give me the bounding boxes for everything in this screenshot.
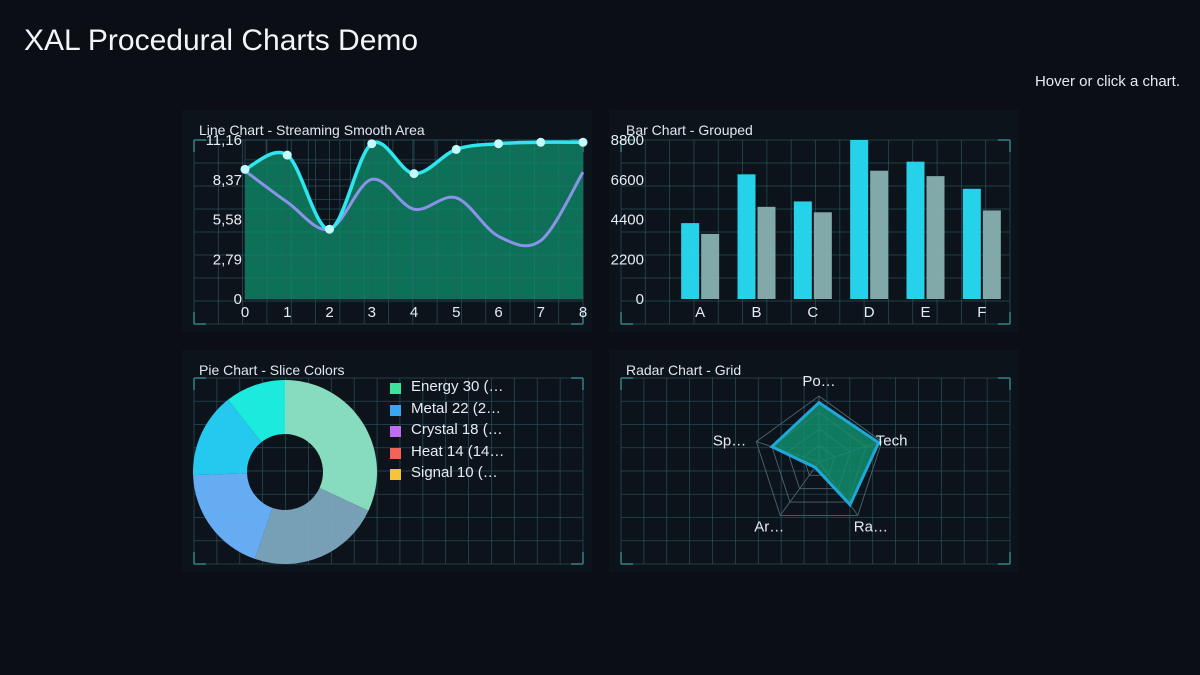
y-tick-label: 8,37 [213,172,242,189]
pie-chart-svg [193,377,584,565]
x-tick-label: 8 [579,304,587,321]
x-tick-label: B [751,304,761,321]
x-tick-label: 5 [452,304,460,321]
x-tick-label: 0 [241,304,249,321]
hint-text: Hover or click a chart. [1034,73,1180,90]
bar-c-series-1 [793,201,812,299]
pie-slice-heat [193,399,262,476]
x-tick-label: D [864,304,875,321]
series-1-point [494,139,503,149]
x-tick-label: E [920,304,930,321]
y-tick-label: 5,58 [213,212,242,229]
bar-a-series-2 [701,233,720,299]
y-tick-label: 2200 [611,251,644,268]
bar-c-series-2 [813,212,832,299]
radar-chart-title: Radar Chart - Grid [626,362,742,378]
legend-label-signal: Signal 10 (… [411,464,498,481]
pie-chart-title: Pie Chart - Slice Colors [199,362,345,378]
radar-grid-ring [755,395,883,516]
legend-label-metal: Metal 22 (2… [411,399,502,417]
x-tick-label: F [977,304,986,321]
bar-d-series-1 [850,140,869,299]
x-tick-label: 6 [494,304,502,321]
radar-axis-label: Ra… [854,518,888,535]
y-tick-label: 4400 [611,212,644,229]
pie-slice-metal [254,487,369,564]
bar-f-series-2 [982,210,1001,299]
x-tick-label: C [807,304,818,321]
bar-chart-svg: A B C D E F 0 2200 4400 6600 8800 [611,132,1011,325]
line-chart-title: Line Chart - Streaming Smooth Area [199,122,425,138]
bar-chart-title: Bar Chart - Grouped [626,122,753,138]
page-title: XAL Procedural Charts Demo [24,24,419,57]
series-1-point [536,137,546,147]
radar-series-shape [769,400,881,508]
x-tick-label: 2 [325,304,333,321]
bar-chart-panel[interactable]: A B C D E F 0 2200 4400 6600 8800 Bar Chart - Grou… [609,110,1019,332]
series-1-point [240,164,250,174]
legend-swatch-energy [390,383,401,394]
radar-chart-svg: Po… Tech Ra… Ar… Sp… [620,373,1011,565]
series-1-point [325,224,334,234]
pie-slice-crystal [193,473,273,559]
series-1-line [244,140,584,231]
legend-swatch-metal [390,404,401,416]
bar-d-series-2 [870,170,889,299]
y-tick-label: 0 [636,291,644,308]
radar-axis-label: Po… [802,373,835,390]
bar-b-series-2 [757,206,776,299]
bar-a-series-1 [681,223,700,299]
pie-slice-signal [227,380,285,443]
y-tick-label: 8800 [611,132,644,149]
series-2-line [244,169,585,248]
y-tick-label: 2,79 [213,251,242,268]
bar-e-series-1 [906,161,925,299]
line-chart-svg: 0 2,79 5,58 8,37 11,16 0 1 2 3 4 5 6 7 8 [193,132,588,325]
x-tick-label: 3 [368,304,376,321]
line-chart-panel[interactable]: 0 2,79 5,58 8,37 11,16 0 1 2 3 4 5 6 7 8 Line Chart -… [182,110,592,332]
radar-chart-panel[interactable]: Po… Tech Ra… Ar… Sp… Radar Chart - Grid [609,350,1019,572]
legend-swatch-heat [390,447,401,459]
series-1-point [282,150,292,160]
bar-f-series-1 [962,188,981,299]
y-tick-label: 6600 [611,172,644,189]
legend-label-crystal: Crystal 18 (… [411,421,503,438]
legend-label-heat: Heat 14 (14… [411,442,505,460]
x-tick-label: 7 [537,304,545,321]
series-1-point [578,137,588,147]
x-tick-label: 4 [410,304,418,321]
bar-e-series-2 [926,176,945,299]
radar-axis-label: Tech [876,433,908,450]
radar-axis-line [779,461,820,516]
radar-axis-label: Sp… [713,433,746,450]
legend-swatch-crystal [390,426,401,437]
y-tick-label: 11,16 [206,132,242,149]
bar-b-series-1 [737,174,756,299]
pie-chart-panel[interactable]: Pie Chart - Slice Colors Energy 30 (… Me… [182,350,592,572]
x-tick-label: 1 [283,304,291,321]
series-1-point [409,169,419,179]
x-tick-label: A [695,304,705,321]
series-1-point [367,139,377,149]
radar-axis-label: Ar… [754,518,784,535]
legend-label-energy: Energy 30 (… [411,378,504,395]
legend-swatch-signal [390,469,401,480]
series-1-point [451,144,461,154]
pie-slice-energy [285,380,377,511]
y-tick-label: 0 [234,291,242,308]
